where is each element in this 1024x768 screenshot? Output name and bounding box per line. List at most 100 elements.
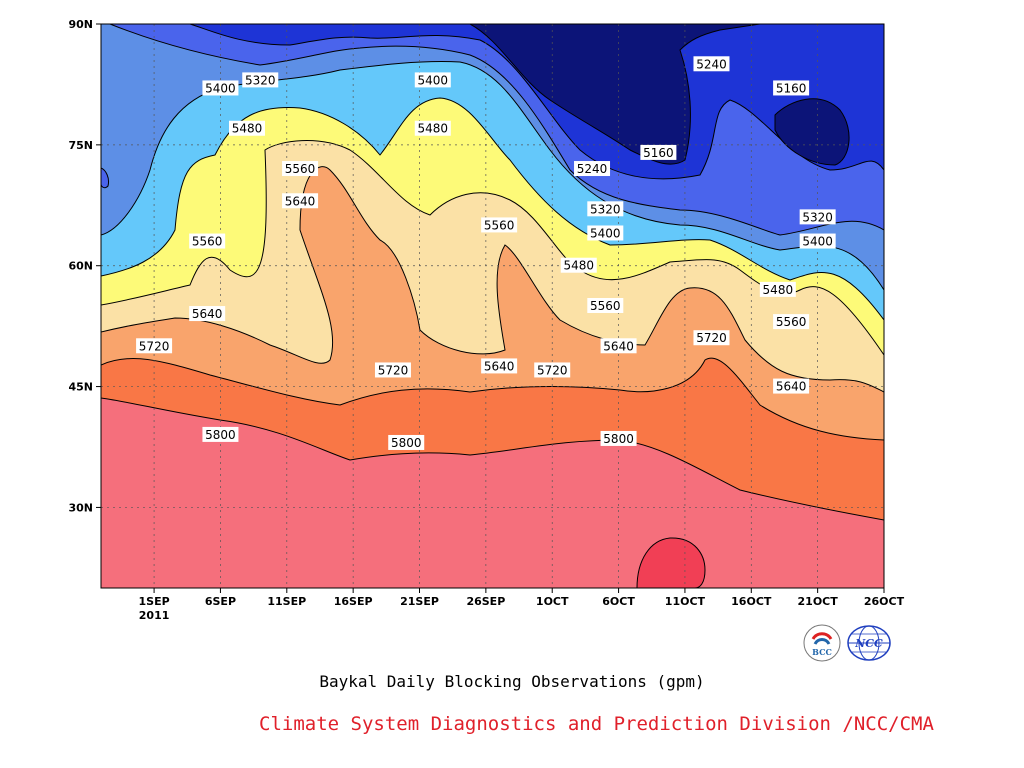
contour-label: 5720 — [136, 338, 173, 354]
contour-label-bg — [799, 209, 836, 225]
contour-label-text: 5480 — [563, 259, 594, 273]
contour-label-bg — [773, 378, 810, 394]
contour-label-bg — [773, 314, 810, 330]
contour-label-bg — [799, 233, 836, 249]
y-tick-label: 75N — [68, 139, 93, 152]
contour-label-text: 5480 — [232, 122, 263, 136]
contour-label: 5480 — [560, 257, 597, 273]
contour-label-text: 5400 — [802, 235, 833, 249]
svg-text:NCC: NCC — [854, 637, 883, 650]
contour-label-text: 5800 — [205, 428, 236, 442]
y-tick-label: 90N — [68, 18, 93, 31]
contour-label-bg — [136, 338, 173, 354]
contour-label-bg — [189, 233, 226, 249]
contour-label-bg — [282, 193, 319, 209]
y-tick-label: 45N — [68, 381, 93, 394]
contour-label: 5640 — [600, 338, 637, 354]
svg-text:BCC: BCC — [812, 647, 832, 657]
contour-label: 5560 — [189, 233, 226, 249]
contour-label: 5160 — [773, 80, 810, 96]
contour-label: 5320 — [587, 201, 624, 217]
contour-label: 5480 — [414, 120, 451, 136]
contour-label: 5720 — [693, 330, 730, 346]
contour-label-bg — [414, 72, 451, 88]
bcc-logo: BCC — [803, 624, 841, 662]
ncc-logo: NCC — [847, 625, 891, 661]
contour-label-text: 5240 — [577, 162, 608, 176]
contour-label-bg — [600, 430, 637, 446]
contour-label-bg — [600, 338, 637, 354]
contour-label: 5640 — [282, 193, 319, 209]
contour-label-text: 5640 — [192, 307, 223, 321]
contour-label-text: 5160 — [776, 81, 807, 95]
contour-label-text: 5320 — [245, 73, 276, 87]
contour-label: 5480 — [228, 120, 265, 136]
contour-label-bg — [759, 281, 796, 297]
contour-label: 5560 — [773, 314, 810, 330]
contour-label: 5400 — [587, 225, 624, 241]
contour-label-bg — [481, 358, 518, 374]
x-year-label: 2011 — [139, 609, 170, 622]
contour-label-bg — [534, 362, 571, 378]
contour-label-text: 5560 — [192, 235, 223, 249]
contour-label-bg — [189, 306, 226, 322]
contour-label: 5720 — [534, 362, 571, 378]
contour-label-text: 5640 — [484, 359, 515, 373]
x-tick-label: 21SEP — [400, 595, 439, 608]
contour-label-text: 5640 — [285, 194, 316, 208]
contour-label: 5560 — [481, 217, 518, 233]
contour-label: 5480 — [759, 281, 796, 297]
contour-label: 5560 — [587, 298, 624, 313]
contour-label: 5640 — [773, 378, 810, 394]
contour-label-text: 5560 — [285, 162, 316, 176]
x-tick-label: 11OCT — [665, 595, 706, 608]
x-tick-label: 16OCT — [731, 595, 772, 608]
contour-label-text: 5240 — [696, 57, 727, 71]
contour-label: 5320 — [799, 209, 836, 225]
contour-label-bg — [202, 80, 239, 96]
contour-label-text: 5560 — [776, 315, 807, 329]
contour-label-bg — [693, 56, 730, 72]
contour-label-text: 5160 — [643, 146, 674, 160]
contour-label: 5400 — [202, 80, 239, 96]
x-tick-label: 6SEP — [205, 595, 236, 608]
contour-label-text: 5720 — [378, 363, 409, 377]
x-axis: 1SEP 6SEP 11SEP 16SEP 21SEP 26SEP 1OCT 6OCT 11OC… — [139, 588, 905, 622]
contour-label: 5720 — [374, 362, 411, 378]
contour-label-bg — [388, 434, 425, 450]
contour-label-bg — [560, 257, 597, 273]
x-tick-label: 21OCT — [798, 595, 839, 608]
contour-label-text: 5800 — [603, 432, 634, 446]
contour-label-bg — [574, 161, 611, 177]
contour-label-bg — [282, 161, 319, 177]
contour-label: 5400 — [799, 233, 836, 249]
x-tick-label: 11SEP — [267, 595, 306, 608]
contour-label-text: 5320 — [590, 202, 621, 216]
contour-label-text: 5640 — [776, 380, 807, 394]
contour-label: 5320 — [242, 72, 279, 88]
plot-frame — [100, 23, 885, 589]
x-tick-label: 26SEP — [466, 595, 505, 608]
x-tick-label: 1SEP — [139, 595, 170, 608]
y-tick-label: 60N — [68, 260, 93, 273]
contour-label: 5800 — [388, 434, 425, 450]
contour-label-text: 5800 — [391, 436, 422, 450]
contour-label-bg — [773, 80, 810, 96]
band-5160 — [469, 24, 850, 166]
contour-label-text: 5480 — [763, 283, 794, 297]
x-tick-label: 1OCT — [536, 595, 569, 608]
contour-label-bg — [202, 426, 239, 442]
contour-bands — [101, 24, 884, 588]
contour-label: 5800 — [202, 426, 239, 442]
contour-label-text: 5720 — [537, 363, 568, 377]
contour-label-text: 5320 — [802, 210, 833, 224]
contour-label-bg — [414, 120, 451, 136]
contour-label-text: 5560 — [484, 218, 515, 232]
contour-label: 5800 — [600, 430, 637, 446]
contour-labels: 5320 5400 5400 5480 5480 5560 5640 5560 5560 5640… — [136, 56, 836, 450]
contour-label-text: 5720 — [696, 331, 727, 345]
contour-label-bg — [587, 298, 624, 313]
contour-label: 5240 — [574, 161, 611, 177]
x-tick-label: 6OCT — [602, 595, 635, 608]
